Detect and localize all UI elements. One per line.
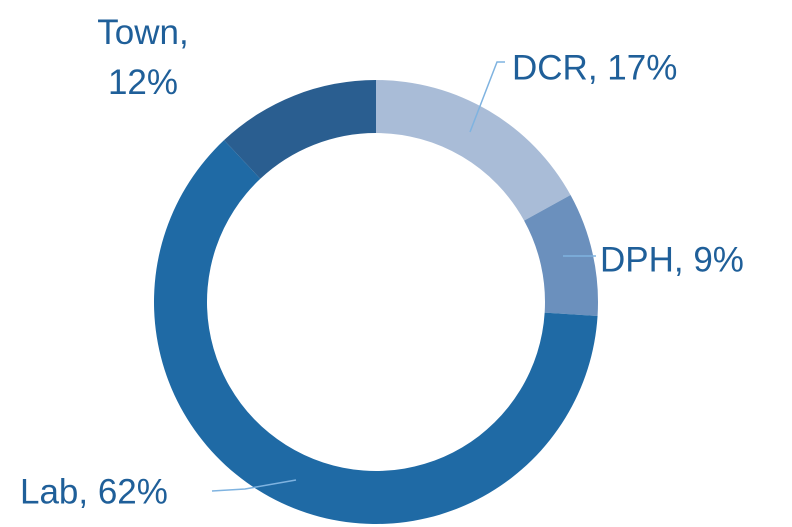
slice-label: Town, 12% [97,13,189,102]
slice [154,140,598,525]
leader-line [211,479,297,492]
slice [376,80,571,221]
slice-label: DPH, 9% [600,240,744,279]
slice [224,80,376,179]
slice [524,195,598,316]
slice-label: Lab, 62% [20,472,168,511]
leader-line [469,61,505,133]
slice-label: DCR, 17% [512,48,677,87]
